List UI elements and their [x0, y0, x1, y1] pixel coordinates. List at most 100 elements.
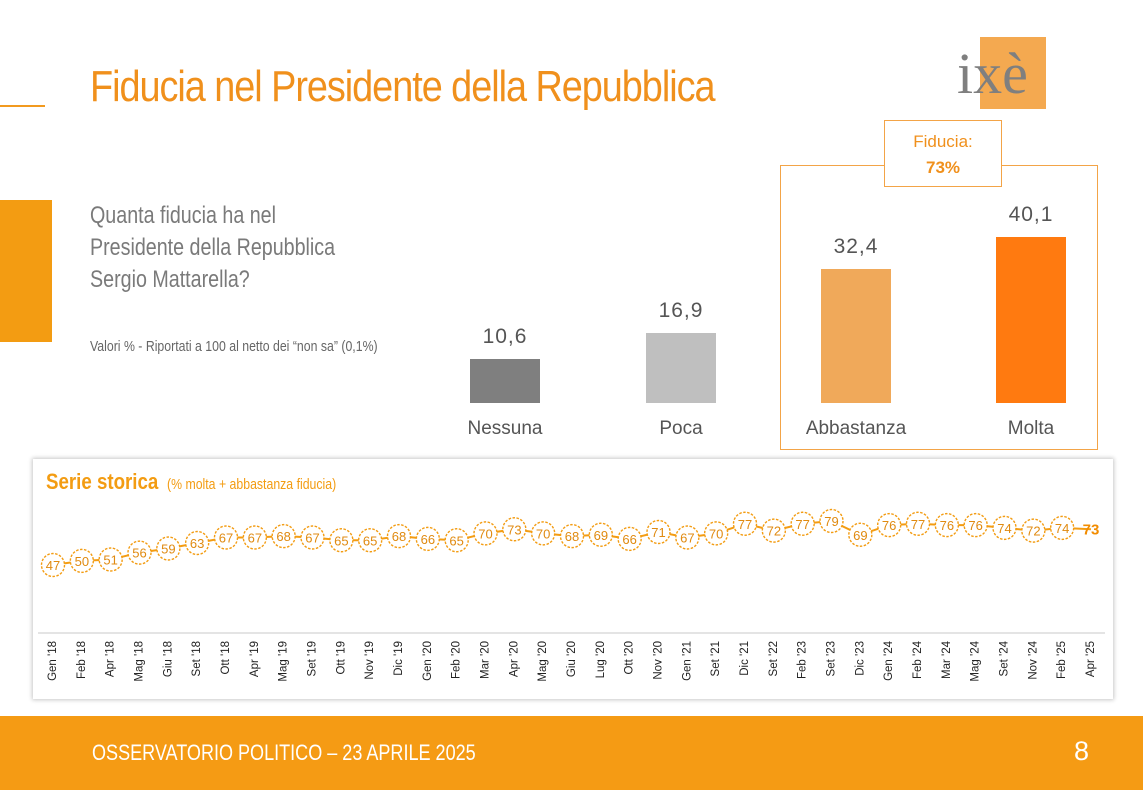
- data-point-marker: [1049, 515, 1075, 541]
- data-point-marker: [675, 525, 700, 550]
- x-tick-label: Giu '20: [566, 641, 578, 677]
- x-tick-label: Set '23: [826, 641, 838, 676]
- logo-orange-block: [980, 37, 1046, 109]
- data-point-label: 69: [853, 528, 867, 543]
- data-point-label: 66: [421, 532, 435, 547]
- historical-series-panel: Serie storica (% molta + abbastanza fidu…: [33, 459, 1113, 699]
- data-point-label: 79: [824, 514, 838, 529]
- x-tick-label: Gen '24: [883, 640, 895, 681]
- x-tick-label: Dic '23: [854, 641, 866, 676]
- data-point-marker: [992, 515, 1017, 541]
- data-point-label: 47: [46, 558, 60, 573]
- data-point-label: 70: [709, 526, 723, 541]
- data-point-marker: [184, 530, 210, 556]
- data-point-marker: [646, 519, 671, 545]
- page-number: 8: [1073, 736, 1089, 766]
- bar-abbastanza: [821, 268, 891, 403]
- question-line: Presidente della Repubblica: [90, 234, 336, 261]
- fiducia-value: 73%: [925, 158, 961, 177]
- fiducia-callout: Fiducia: 73%: [884, 120, 1002, 187]
- x-tick-label: Set '18: [191, 641, 203, 676]
- data-point-label: 77: [911, 517, 925, 532]
- x-tick-label: Giu '18: [162, 641, 174, 677]
- data-point-label: 70: [478, 526, 492, 541]
- x-tick-label: Apr '20: [508, 641, 520, 677]
- historical-line-chart: 47 50 51 56 59 63 67 67 68 67 65 65 68 66 65 70 73 70 68 69…: [38, 508, 1105, 682]
- series-subtitle: (% molta + abbastanza fiducia): [166, 476, 336, 493]
- bar-category-label: Molta: [1007, 418, 1055, 439]
- x-tick-label: Ott '19: [335, 641, 347, 675]
- data-point-marker: [1021, 518, 1046, 543]
- survey-question: Quanta fiducia ha nel Presidente della R…: [90, 200, 369, 296]
- data-point-label: 73: [507, 522, 521, 537]
- bar-category-label: Poca: [659, 418, 703, 439]
- data-point-marker: [415, 526, 441, 552]
- x-tick-label: Apr '18: [105, 641, 117, 677]
- data-point-label: 68: [392, 529, 406, 544]
- data-point-label: 74: [1055, 521, 1069, 536]
- data-point-marker: [357, 528, 383, 553]
- data-point-marker: [819, 508, 844, 534]
- x-tick-label: Apr '25: [1085, 641, 1097, 677]
- data-point-marker: [530, 521, 556, 546]
- data-point-label: 77: [738, 517, 752, 532]
- data-point-label: 69: [594, 528, 608, 543]
- logo-text: ixè: [957, 41, 1028, 106]
- x-tick-label: Feb '18: [76, 641, 88, 679]
- footer-text: OSSERVATORIO POLITICO – 23 APRILE 2025: [92, 740, 476, 765]
- side-accent-bar: [0, 200, 52, 342]
- x-tick-label: Mag '19: [278, 641, 290, 682]
- data-point-marker: [300, 525, 325, 550]
- data-point-marker: [934, 512, 960, 538]
- data-point-label: 66: [622, 532, 636, 547]
- data-point-label: 63: [190, 536, 204, 551]
- x-tick-label: Nov '19: [364, 641, 376, 680]
- data-point-marker: [156, 536, 181, 561]
- data-point-label: 72: [1026, 524, 1040, 539]
- data-point-label: 65: [334, 533, 348, 548]
- data-point-label: 68: [565, 529, 579, 544]
- data-point-marker: [213, 525, 239, 550]
- bar-value-label: 10,6: [482, 325, 528, 349]
- page-title: Fiducia nel Presidente della Repubblica: [90, 62, 715, 111]
- x-tick-label: Gen '20: [422, 641, 434, 681]
- ixe-logo: ixè: [957, 37, 1046, 109]
- x-tick-label: Gen '18: [47, 641, 59, 681]
- data-point-label: 71: [651, 525, 665, 540]
- title-rule: [0, 105, 45, 107]
- x-tick-label: Mar '24: [941, 640, 953, 679]
- data-point-marker: [473, 521, 498, 546]
- x-tick-label: Lug '20: [595, 641, 607, 678]
- values-note: Valori % - Riportati a 100 al netto dei …: [90, 338, 378, 355]
- data-point-label: 76: [882, 518, 896, 533]
- data-point-marker: [444, 528, 469, 553]
- data-point-label: 76: [940, 518, 954, 533]
- data-point-marker: [703, 521, 729, 546]
- x-tick-label: Nov '20: [653, 641, 665, 680]
- historical-series-title: Serie storica (% molta + abbastanza fidu…: [46, 469, 373, 495]
- bar-poca: [646, 333, 716, 403]
- data-point-marker: [40, 552, 66, 578]
- x-tick-label: Feb '23: [797, 641, 809, 679]
- data-point-marker: [127, 540, 152, 565]
- data-point-label: 67: [305, 531, 319, 546]
- x-tick-label: Feb '25: [1056, 641, 1068, 679]
- data-point-marker: [905, 511, 931, 536]
- data-point-label: 74: [997, 521, 1011, 536]
- data-point-label: 51: [103, 553, 117, 568]
- x-tick-label: Dic '21: [739, 641, 751, 676]
- data-point-marker: [271, 523, 296, 549]
- x-tick-label: Set '24: [999, 640, 1011, 676]
- x-tick-label: Nov '24: [1027, 640, 1039, 679]
- data-point-marker: [963, 512, 988, 538]
- data-point-marker: [588, 522, 614, 547]
- data-point-label: 76: [968, 518, 982, 533]
- x-tick-label: Ott '20: [624, 641, 636, 675]
- x-tick-label: Set '21: [710, 641, 722, 676]
- x-tick-label: Set '19: [307, 641, 319, 676]
- bar-value-label: 16,9: [658, 299, 704, 323]
- x-tick-label: Dic '19: [393, 641, 405, 676]
- footer-bar: OSSERVATORIO POLITICO – 23 APRILE 2025 8: [0, 716, 1143, 790]
- bar-nessuna: [470, 359, 540, 403]
- question-line: Quanta fiducia ha nel: [90, 202, 276, 229]
